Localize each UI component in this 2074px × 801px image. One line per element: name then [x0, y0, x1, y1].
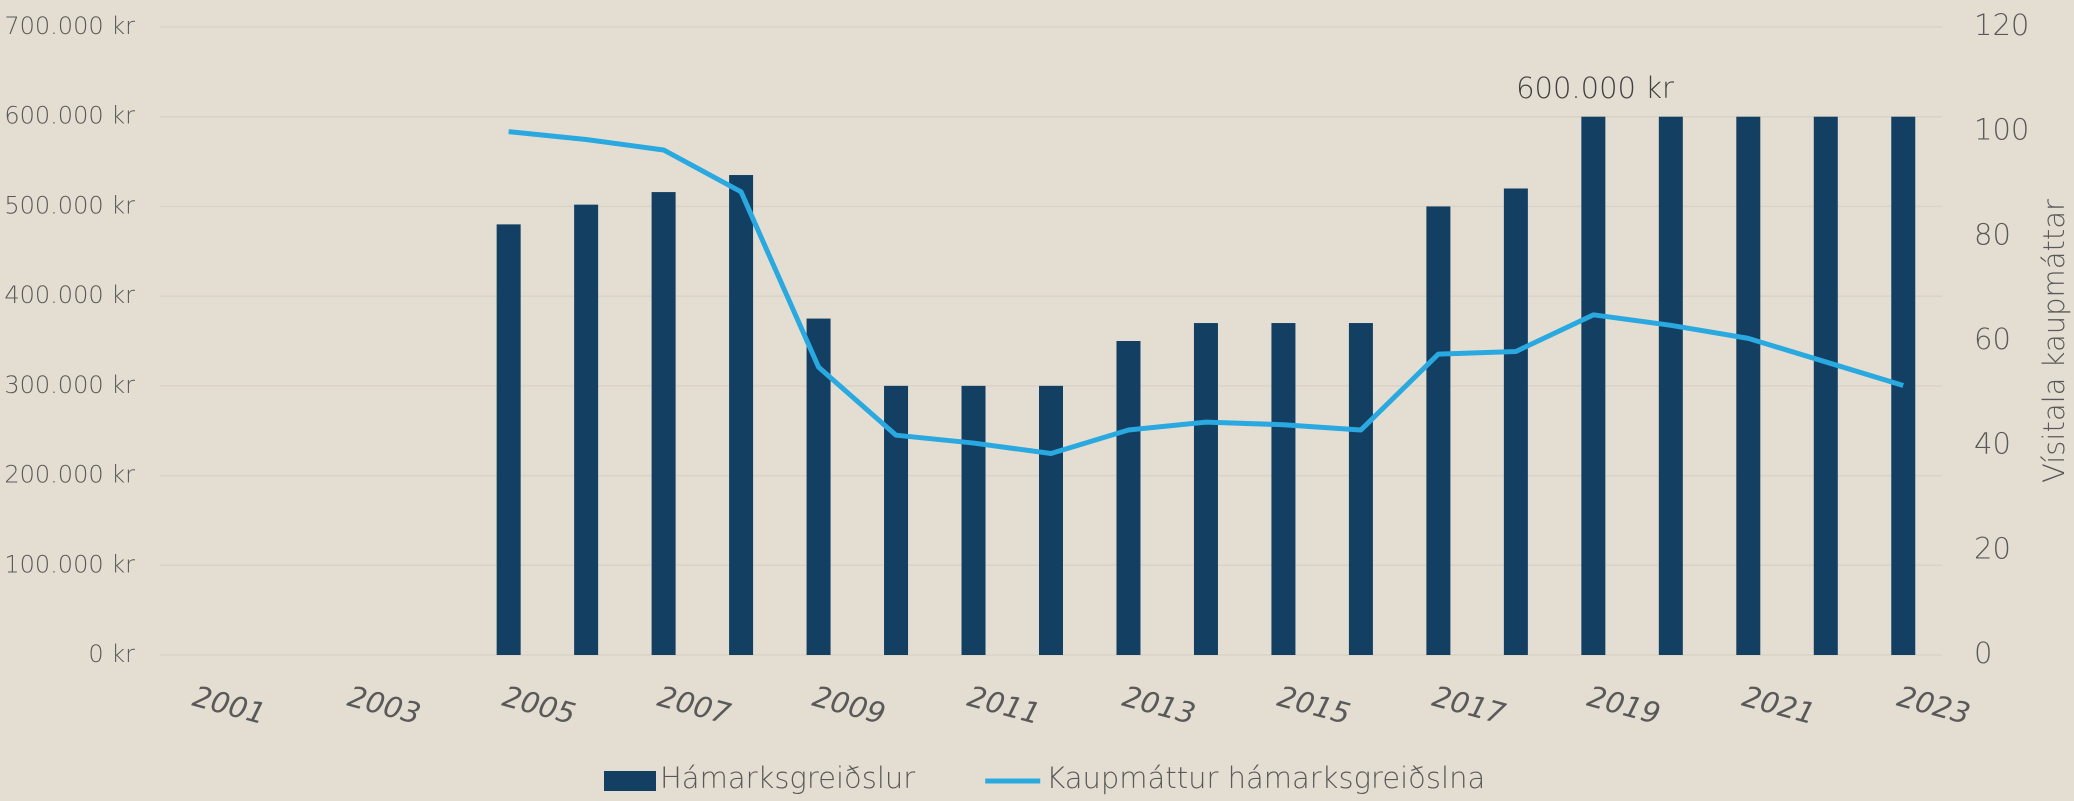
y2-tick-label: 20: [1974, 531, 2011, 565]
x-tick-label: 2021: [1739, 679, 1819, 731]
bar: [1503, 188, 1528, 655]
y2-axis-label: Vísitala kaupmáttar: [2037, 199, 2071, 483]
y2-tick-label: 120: [1974, 8, 2029, 42]
x-tick-label: 2005: [499, 679, 579, 731]
x-tick-label: 2013: [1119, 679, 1199, 731]
bar: [651, 192, 676, 655]
bar: [1581, 116, 1606, 655]
bar: [574, 204, 599, 656]
y-tick-label: 100.000 kr: [4, 550, 135, 578]
bar: [1271, 323, 1296, 655]
y-tick-label: 200.000 kr: [4, 461, 135, 489]
x-tick-label: 2023: [1894, 679, 1974, 731]
bar: [1116, 341, 1141, 655]
y2-tick-label: 100: [1974, 113, 2029, 147]
y-tick-label: 700.000 kr: [4, 12, 135, 40]
bar: [1039, 385, 1063, 655]
y2-tick-label: 60: [1974, 322, 2011, 356]
bar: [729, 175, 754, 655]
x-tick-label: 2009: [809, 679, 889, 731]
annotation: 600.000 kr: [1516, 71, 1674, 105]
bar: [1348, 323, 1373, 655]
x-tick-label: 2007: [654, 679, 735, 731]
bar: [1891, 116, 1916, 655]
x-tick-label: 2015: [1274, 679, 1354, 731]
bar: [1658, 116, 1683, 655]
bar: [496, 224, 521, 655]
y-tick-label: 0 kr: [88, 640, 135, 668]
y-tick-label: 500.000 kr: [4, 191, 135, 219]
bar: [1813, 116, 1838, 655]
y2-tick-label: 40: [1974, 427, 2011, 461]
bar: [1736, 116, 1761, 655]
y-tick-label: 300.000 kr: [4, 371, 135, 399]
bar: [1426, 206, 1451, 655]
legend-swatch: [604, 771, 656, 791]
bar: [961, 385, 986, 655]
x-tick-label: 2017: [1429, 679, 1510, 731]
line: [508, 129, 1904, 457]
y2-tick-label: 0: [1974, 636, 1992, 670]
legend-label: Kaupmáttur hámarksgreiðslna: [1046, 761, 1485, 795]
legend-label: Hámarksgreiðslur: [660, 761, 915, 795]
bar: [1193, 323, 1218, 655]
x-tick-label: 2001: [189, 679, 269, 731]
y-tick-label: 600.000 kr: [4, 102, 135, 130]
x-tick-label: 2003: [344, 679, 424, 731]
y-tick-label: 400.000 kr: [4, 281, 135, 309]
x-tick-label: 2011: [964, 679, 1044, 731]
y2-tick-label: 80: [1974, 217, 2011, 251]
x-tick-label: 2019: [1584, 679, 1664, 731]
